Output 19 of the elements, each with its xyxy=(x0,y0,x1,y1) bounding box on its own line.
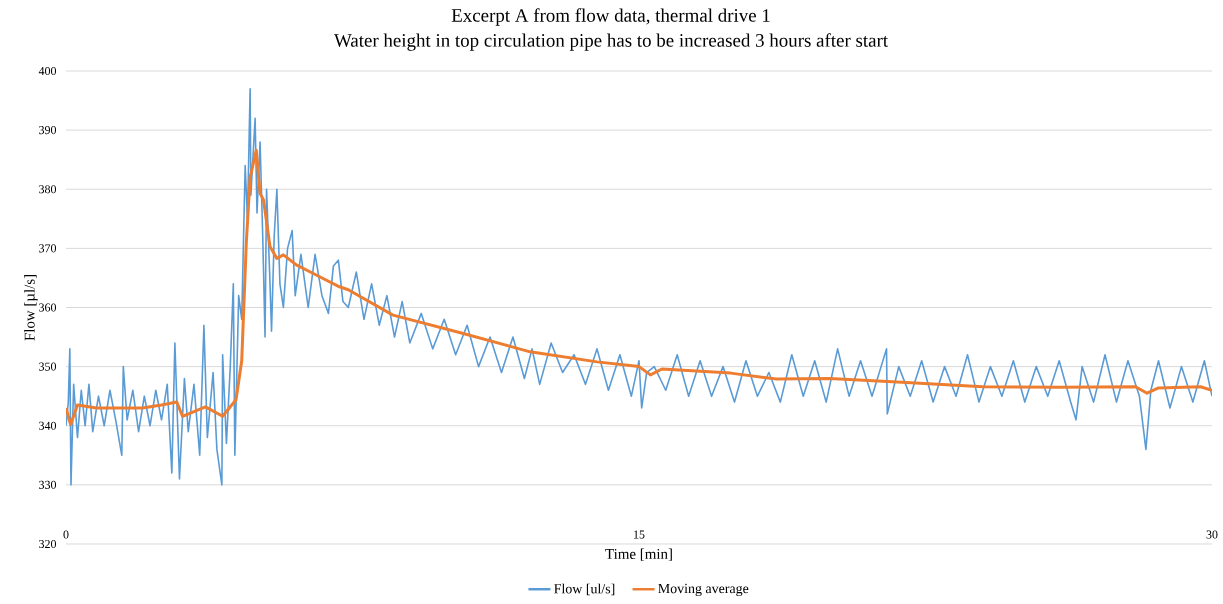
y-tick-label: 400 xyxy=(38,66,57,76)
chart-title: Excerpt A from flow data, thermal drive 1 xyxy=(451,8,770,26)
y-tick-label: 390 xyxy=(39,126,57,135)
x-tick-label: 15 xyxy=(634,530,645,539)
y-tick-label: 330 xyxy=(39,480,57,489)
x-axis-title: Time [min] xyxy=(605,548,672,561)
chart-subtitle: Water height in top circulation pipe has to be increased 3 hours after start xyxy=(333,33,888,51)
y-tick-label: 350 xyxy=(39,362,57,371)
line-series xyxy=(66,87,1212,486)
x-tick-label: 30 xyxy=(1206,530,1218,539)
legend-label: Flow [ul/s] xyxy=(554,583,615,596)
x-tick-label: 0 xyxy=(63,530,69,539)
y-tick-label: 320 xyxy=(39,539,57,549)
y-tick-label: 360 xyxy=(39,303,57,312)
y-tick-label: 340 xyxy=(39,421,57,430)
legend-label: Moving average xyxy=(658,583,749,597)
y-tick-label: 380 xyxy=(39,185,57,194)
y-tick-label: 370 xyxy=(39,244,57,253)
y-axis-title: Flow [µl/s] xyxy=(24,275,38,341)
